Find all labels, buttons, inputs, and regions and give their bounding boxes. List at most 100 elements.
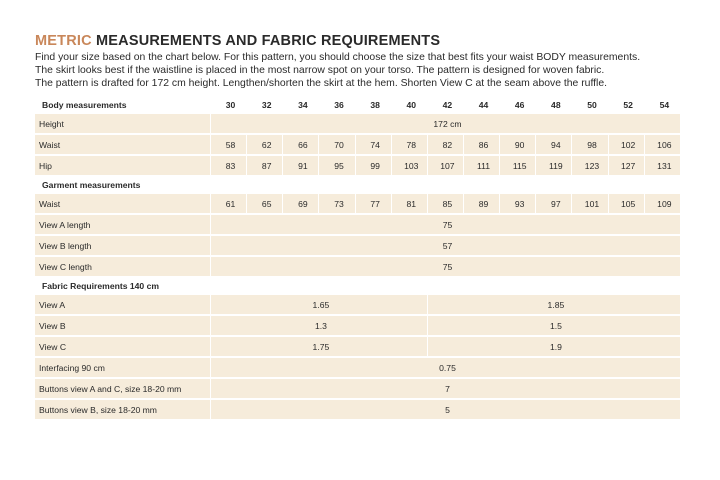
cell: 1.65 (211, 295, 427, 314)
size-header: 30 (211, 97, 247, 112)
cell: 58 (211, 135, 247, 154)
cell: 89 (463, 194, 500, 213)
table-row: View A 1.65 1.85 (35, 295, 680, 314)
table-row: View C length 75 (35, 257, 680, 276)
section-heading-row: Garment measurements (35, 177, 680, 192)
row-label: View C length (35, 257, 210, 276)
row-label: Waist (35, 194, 210, 213)
size-table: Body measurements 30 32 34 36 38 40 42 44 46 48 50 5… (34, 95, 681, 421)
row-label: Height (35, 114, 210, 133)
cell: 86 (463, 135, 500, 154)
cell: 101 (572, 194, 608, 213)
table-row: View C 1.75 1.9 (35, 337, 680, 356)
cell: 90 (500, 135, 536, 154)
cell: 61 (211, 194, 247, 213)
cell: 172 cm (211, 114, 680, 133)
section-heading-row: Fabric Requirements 140 cm (35, 278, 680, 293)
cell: 83 (211, 156, 247, 175)
size-header: 54 (644, 97, 680, 112)
cell: 131 (644, 156, 680, 175)
size-header: 34 (283, 97, 319, 112)
row-label: Buttons view B, size 18-20 mm (35, 400, 210, 419)
cell: 97 (536, 194, 572, 213)
section-heading-row: Body measurements 30 32 34 36 38 40 42 44 46 48 50 5… (35, 97, 680, 112)
size-header: 42 (427, 97, 463, 112)
size-header: 40 (391, 97, 427, 112)
intro: Find your size based on the chart below.… (35, 51, 640, 90)
cell: 70 (319, 135, 355, 154)
table-row: View B 1.3 1.5 (35, 316, 680, 335)
row-label: View B (35, 316, 210, 335)
cell: 115 (500, 156, 536, 175)
size-header: 44 (463, 97, 500, 112)
size-header: 36 (319, 97, 355, 112)
cell: 81 (391, 194, 427, 213)
title-accent: METRIC (35, 33, 92, 49)
cell: 7 (211, 379, 680, 398)
table-row: Interfacing 90 cm 0.75 (35, 358, 680, 377)
row-label: Hip (35, 156, 210, 175)
cell: 1.9 (427, 337, 680, 356)
cell: 95 (319, 156, 355, 175)
table-row: View B length 57 (35, 236, 680, 255)
size-header: 46 (500, 97, 536, 112)
cell: 69 (283, 194, 319, 213)
cell: 75 (211, 215, 680, 234)
cell: 111 (463, 156, 500, 175)
intro-line: Find your size based on the chart below.… (35, 52, 641, 63)
cell: 105 (608, 194, 644, 213)
size-header: 32 (247, 97, 283, 112)
cell: 94 (536, 135, 572, 154)
cell: 85 (427, 194, 463, 213)
cell: 77 (355, 194, 391, 213)
size-header: 52 (608, 97, 644, 112)
table-row: Height 172 cm (35, 114, 680, 133)
cell: 73 (319, 194, 355, 213)
row-label: Waist (35, 135, 210, 154)
table-row: Waist 61 65 69 73 77 81 85 89 93 97 101 105 109 (35, 194, 680, 213)
section-heading: Garment measurements (35, 177, 680, 192)
cell: 5 (211, 400, 680, 419)
row-label: View B length (35, 236, 210, 255)
cell: 102 (608, 135, 644, 154)
title-text: MEASUREMENTS AND FABRIC REQUIREMENTS (96, 33, 441, 49)
title: METRIC MEASUREMENTS AND FABRIC REQUIREME… (35, 33, 440, 49)
table-row: View A length 75 (35, 215, 680, 234)
cell: 0.75 (211, 358, 680, 377)
row-label: View A length (35, 215, 210, 234)
size-header: 48 (536, 97, 572, 112)
intro-line: The pattern is drafted for 172 cm height… (35, 78, 608, 89)
row-label: View C (35, 337, 210, 356)
cell: 127 (608, 156, 644, 175)
size-header: 38 (355, 97, 391, 112)
section-heading: Body measurements (35, 97, 210, 112)
size-header: 50 (572, 97, 608, 112)
cell: 119 (536, 156, 572, 175)
section-heading: Fabric Requirements 140 cm (35, 278, 680, 293)
cell: 91 (283, 156, 319, 175)
cell: 1.5 (427, 316, 680, 335)
cell: 75 (211, 257, 680, 276)
cell: 1.85 (427, 295, 680, 314)
cell: 74 (355, 135, 391, 154)
cell: 103 (391, 156, 427, 175)
table-row: Hip 83 87 91 95 99 103 107 111 115 119 123 127 131 (35, 156, 680, 175)
table-row: Buttons view A and C, size 18-20 mm 7 (35, 379, 680, 398)
row-label: Buttons view A and C, size 18-20 mm (35, 379, 210, 398)
cell: 87 (247, 156, 283, 175)
cell: 98 (572, 135, 608, 154)
cell: 62 (247, 135, 283, 154)
intro-line: The skirt looks best if the waistline is… (35, 65, 605, 76)
cell: 82 (427, 135, 463, 154)
table-row: Buttons view B, size 18-20 mm 5 (35, 400, 680, 419)
row-label: View A (35, 295, 210, 314)
cell: 107 (427, 156, 463, 175)
cell: 78 (391, 135, 427, 154)
table-row: Waist 58 62 66 70 74 78 82 86 90 94 98 102 106 (35, 135, 680, 154)
cell: 57 (211, 236, 680, 255)
cell: 66 (283, 135, 319, 154)
table-body: Body measurements 30 32 34 36 38 40 42 44 46 48 50 5… (35, 97, 680, 419)
cell: 93 (500, 194, 536, 213)
cell: 123 (572, 156, 608, 175)
